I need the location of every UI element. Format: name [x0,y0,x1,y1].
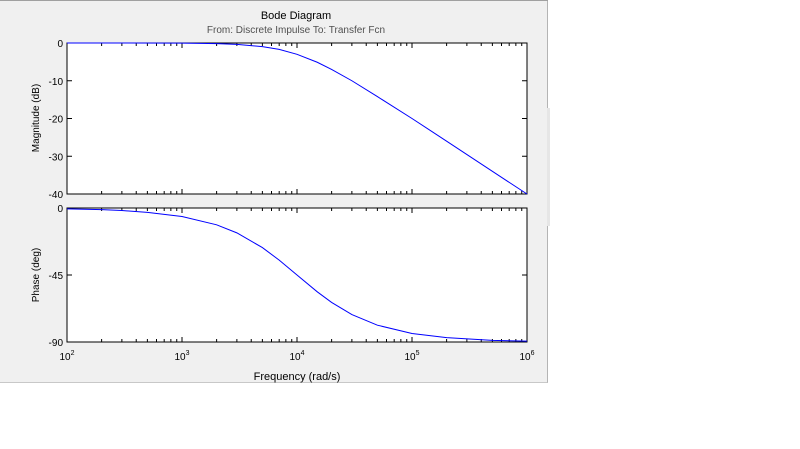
x-tick-label-base: 10 [174,352,186,363]
magnitude-y-tick-label: -30 [49,152,64,163]
x-tick-label-base: 10 [519,352,531,363]
magnitude-series-line [67,42,528,195]
scrollbar-stub[interactable] [547,108,550,226]
x-axis-label: Frequency (rad/s) [254,371,341,383]
magnitude-tick-group: 0 -10 -20 -30 -40 [49,39,528,201]
magnitude-axes [66,42,528,195]
phase-y-tick-label: -45 [49,271,64,282]
x-tick-label: 102 [59,350,74,363]
phase-series-line [66,208,528,342]
window-top-border [0,0,548,1]
magnitude-y-tick-label: 0 [57,39,63,50]
chart-subtitle: From: Discrete Impulse To: Transfer Fcn [207,25,385,36]
phase-y-tick-label: 0 [57,204,63,215]
x-tick-label: 104 [289,350,304,363]
magnitude-y-tick-label: -20 [49,115,64,126]
x-tick-label-base: 10 [289,352,301,363]
chart-title: Bode Diagram [261,10,331,22]
x-tick-label-exponent: 6 [531,350,535,357]
x-tick-label: 106 [519,350,534,363]
x-tick-label-group: 102 103 104 105 106 [59,350,534,363]
phase-tick-group: 0 -45 -90 [49,204,528,349]
x-tick-label: 105 [404,350,419,363]
x-tick-label-base: 10 [59,352,71,363]
magnitude-y-tick-label: -40 [49,190,64,201]
x-tick-label: 103 [174,350,189,363]
x-tick-label-base: 10 [404,352,416,363]
x-tick-label-exponent: 4 [301,350,305,357]
magnitude-y-label: Magnitude (dB) [31,84,42,152]
phase-y-tick-label: -90 [49,338,64,349]
magnitude-y-tick-label: -10 [49,77,64,88]
phase-y-label: Phase (deg) [31,248,42,302]
x-tick-label-exponent: 3 [186,350,190,357]
x-tick-label-exponent: 2 [71,350,75,357]
x-tick-label-exponent: 5 [416,350,420,357]
